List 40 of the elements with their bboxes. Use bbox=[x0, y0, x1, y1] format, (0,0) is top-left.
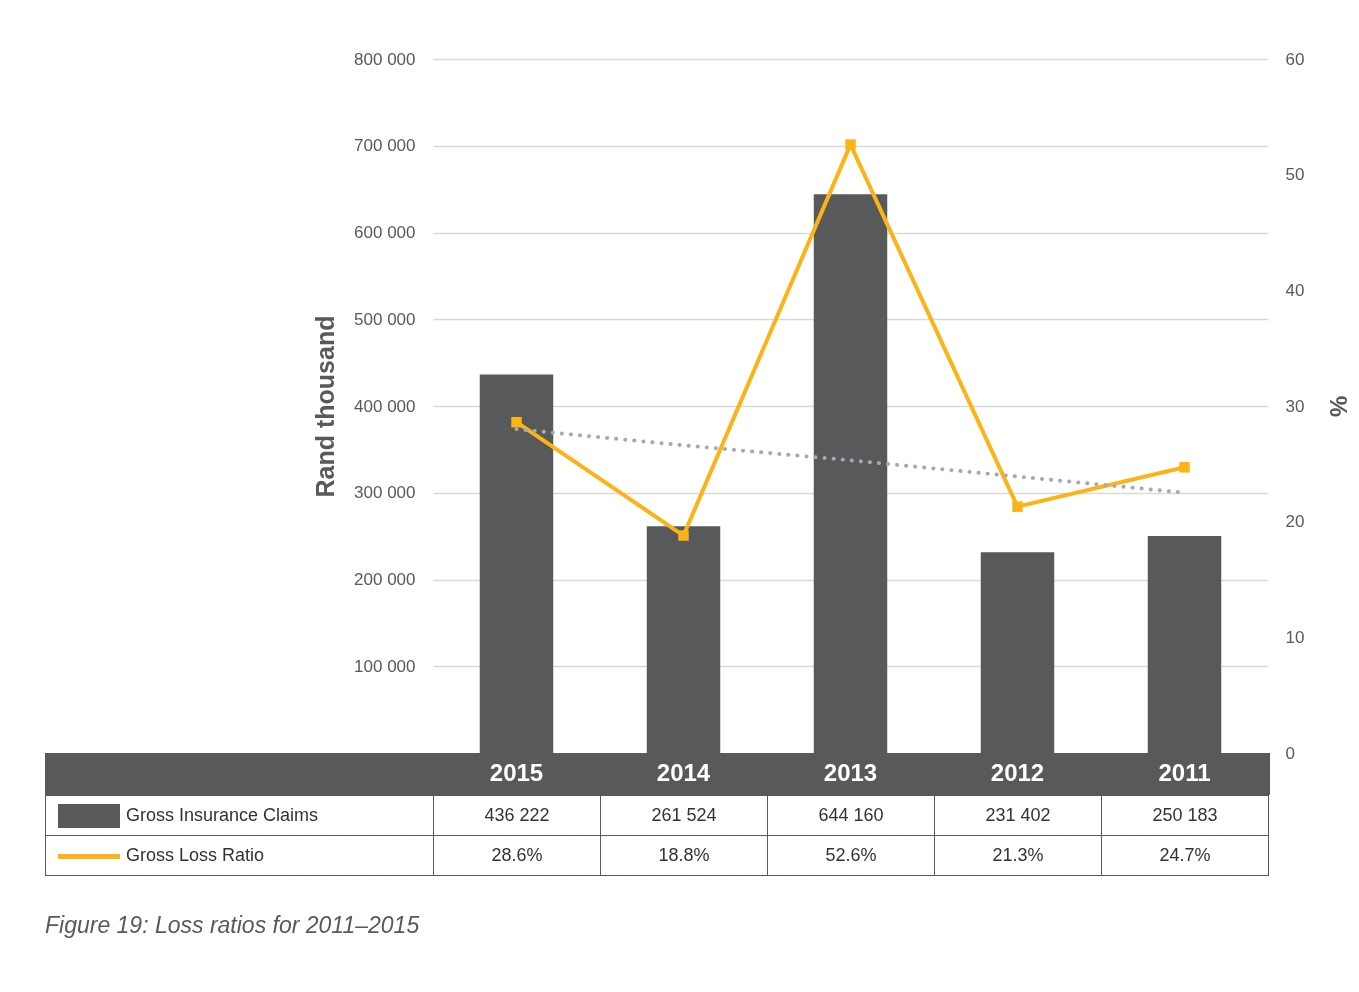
legend-label: Gross Loss Ratio bbox=[45, 835, 434, 876]
y-axis-title: Rand thousand bbox=[310, 315, 339, 498]
y2-tick-label: 40 bbox=[1285, 280, 1305, 300]
x-tick-label: 2015 bbox=[489, 758, 544, 786]
y2-tick-label: 30 bbox=[1285, 396, 1305, 416]
x-tick-label: 2014 bbox=[656, 758, 711, 786]
y-tick-label: 300 000 bbox=[354, 483, 416, 503]
y2-tick-label: 0 bbox=[1285, 743, 1295, 763]
x-tick-label: 2013 bbox=[823, 758, 878, 786]
data-label: 18.8% bbox=[600, 835, 768, 876]
x-tick-label: 2012 bbox=[990, 758, 1045, 786]
y2-tick-label: 20 bbox=[1285, 512, 1305, 532]
data-label: 52.6% bbox=[767, 835, 935, 876]
data-label: 250 183 bbox=[1101, 795, 1269, 836]
y-tick-label: 600 000 bbox=[354, 223, 416, 242]
data-label: 644 160 bbox=[767, 795, 935, 836]
y-tick-label: 200 000 bbox=[354, 570, 416, 589]
point bbox=[511, 416, 522, 428]
y-tick-label: 700 000 bbox=[354, 136, 416, 156]
y2-tick-label: 10 bbox=[1285, 627, 1305, 647]
caption: Figure 19: Loss ratios for 2011–2015 bbox=[45, 912, 420, 939]
data-label: 24.7% bbox=[1101, 835, 1269, 876]
point bbox=[1012, 501, 1023, 512]
data-label: 28.6% bbox=[433, 835, 601, 876]
y-tick-label: 500 000 bbox=[354, 309, 416, 329]
y2-tick-label: 50 bbox=[1285, 165, 1305, 185]
point bbox=[845, 139, 856, 150]
y-tick-label: 400 000 bbox=[354, 396, 416, 416]
y2-tick-label: 60 bbox=[1285, 49, 1305, 69]
data-label: 261 524 bbox=[600, 795, 768, 836]
point bbox=[678, 530, 689, 541]
data-label: 21.3% bbox=[934, 835, 1102, 876]
point bbox=[1179, 462, 1190, 473]
x-tick-label: 2011 bbox=[1158, 758, 1211, 786]
y-tick-label: 800 000 bbox=[354, 49, 416, 69]
y2-axis-title: % bbox=[1324, 395, 1352, 418]
data-label: 231 402 bbox=[934, 795, 1102, 836]
y-tick-label: 100 000 bbox=[354, 656, 416, 676]
data-label: 436 222 bbox=[433, 795, 601, 836]
legend-label: Gross Insurance Claims bbox=[45, 795, 434, 836]
